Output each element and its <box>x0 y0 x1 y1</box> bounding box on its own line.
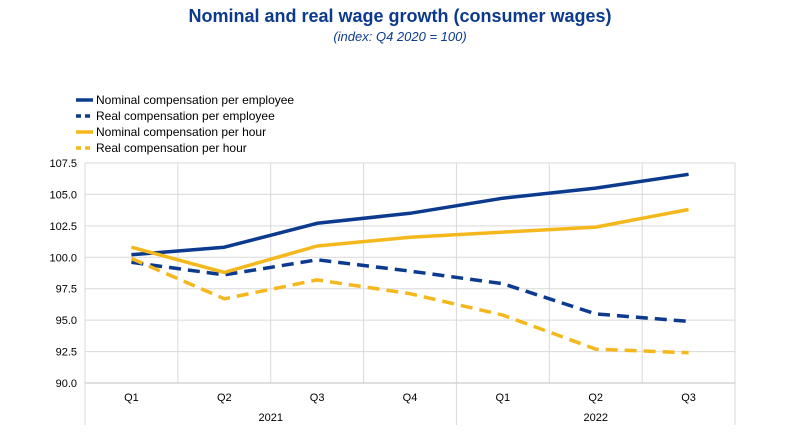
x-tick-label: Q4 <box>403 392 418 404</box>
series-line-0 <box>131 172 689 257</box>
group-label: 2022 <box>583 412 607 424</box>
y-tick-label: 97.5 <box>56 284 77 296</box>
chart-subtitle: (index: Q4 2020 = 100) <box>333 29 467 44</box>
legend-label: Nominal compensation per hour <box>96 125 267 139</box>
legend-item: Real compensation per employee <box>76 108 294 124</box>
x-tick-label: Q2 <box>588 392 603 404</box>
y-tick-label: 100.0 <box>49 252 77 264</box>
legend-swatch <box>76 98 93 102</box>
x-tick-label: Q1 <box>496 392 511 404</box>
series-line-3 <box>130 256 689 355</box>
legend-label: Real compensation per hour <box>96 141 247 155</box>
legend-item: Nominal compensation per employee <box>76 92 294 108</box>
x-tick-label: Q2 <box>217 392 232 404</box>
x-tick-label: Q3 <box>310 392 325 404</box>
legend-item: Real compensation per hour <box>76 140 294 156</box>
y-tick-label: 90.0 <box>56 378 77 390</box>
group-label: 2021 <box>258 412 282 424</box>
y-tick-label: 107.5 <box>49 158 77 170</box>
legend-swatch <box>76 146 93 150</box>
legend-swatch <box>76 130 93 134</box>
y-tick-label: 105.0 <box>49 189 77 201</box>
series-line-2 <box>130 207 689 275</box>
legend-label: Nominal compensation per employee <box>96 93 295 107</box>
y-tick-label: 102.5 <box>49 221 77 233</box>
legend-swatch <box>76 114 93 118</box>
x-tick-label: Q3 <box>681 392 696 404</box>
y-tick-label: 92.5 <box>56 347 77 359</box>
y-tick-label: 95.0 <box>56 315 77 327</box>
legend-label: Real compensation per employee <box>96 109 275 123</box>
x-tick-label: Q1 <box>124 392 139 404</box>
legend-item: Nominal compensation per hour <box>76 124 294 140</box>
chart-title: Nominal and real wage growth (consumer w… <box>188 6 612 26</box>
legend: Nominal compensation per employee Real co… <box>76 92 294 156</box>
